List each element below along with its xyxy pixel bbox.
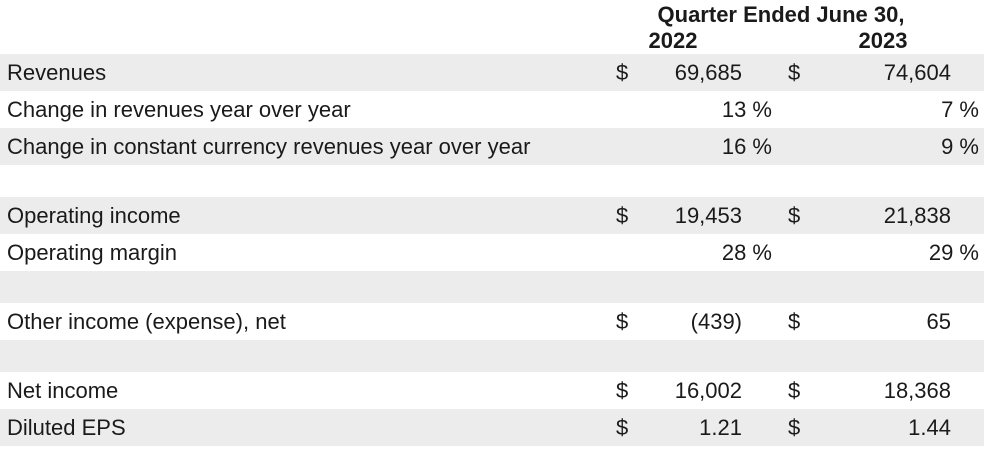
table-row-revenues: Revenues $ 69,685 $ 74,604 bbox=[0, 54, 984, 91]
table-row-diluted-eps: Diluted EPS $ 1.21 $ 1.44 bbox=[0, 409, 984, 446]
currency-symbol: $ bbox=[616, 60, 629, 85]
value-2022: 13 % bbox=[721, 97, 772, 122]
currency-symbol: $ bbox=[788, 378, 801, 403]
table-row-operating-margin: Operating margin 28 % 29 % bbox=[0, 234, 984, 271]
period-heading: Quarter Ended June 30, bbox=[657, 2, 905, 27]
row-label: Diluted EPS bbox=[7, 415, 126, 440]
table-header: Quarter Ended June 30, 2022 2023 bbox=[0, 0, 984, 54]
year-2022-heading: 2022 bbox=[648, 28, 698, 53]
row-label: Operating income bbox=[7, 203, 181, 228]
value-2023: 21,838 bbox=[883, 203, 951, 228]
table-row-net-income: Net income $ 16,002 $ 18,368 bbox=[0, 372, 984, 409]
currency-symbol: $ bbox=[788, 415, 801, 440]
table-row-constant-currency-change: Change in constant currency revenues yea… bbox=[0, 128, 984, 165]
value-2023: 9 % bbox=[941, 134, 979, 159]
currency-symbol: $ bbox=[788, 60, 801, 85]
year-2023-heading: 2023 bbox=[858, 28, 908, 53]
value-2023: 29 % bbox=[928, 240, 979, 265]
row-label: Net income bbox=[7, 378, 119, 403]
table-row-operating-income: Operating income $ 19,453 $ 21,838 bbox=[0, 197, 984, 234]
row-label: Change in revenues year over year bbox=[7, 97, 351, 122]
value-2023: 7 % bbox=[941, 97, 979, 122]
value-2023: 74,604 bbox=[883, 60, 951, 85]
value-2023: 65 bbox=[926, 309, 951, 334]
row-label: Change in constant currency revenues yea… bbox=[7, 134, 531, 159]
value-2023: 18,368 bbox=[883, 378, 951, 403]
row-label: Other income (expense), net bbox=[7, 309, 286, 334]
currency-symbol: $ bbox=[788, 309, 801, 334]
currency-symbol: $ bbox=[788, 203, 801, 228]
table-row-other-income: Other income (expense), net $ (439) $ 65 bbox=[0, 303, 984, 340]
row-label: Revenues bbox=[7, 60, 107, 85]
financial-summary-table: Revenues $ 69,685 $ 74,604 Change in rev… bbox=[0, 54, 984, 446]
table-spacer-row bbox=[0, 165, 984, 197]
value-2022: 19,453 bbox=[674, 203, 742, 228]
currency-symbol: $ bbox=[616, 203, 629, 228]
currency-symbol: $ bbox=[616, 378, 629, 403]
currency-symbol: $ bbox=[616, 309, 629, 334]
value-2022: 1.21 bbox=[699, 415, 742, 440]
value-2022: (439) bbox=[690, 309, 742, 334]
table-row-change-in-revenues: Change in revenues year over year 13 % 7… bbox=[0, 91, 984, 128]
table-spacer-row bbox=[0, 271, 984, 303]
currency-symbol: $ bbox=[616, 415, 629, 440]
value-2022: 28 % bbox=[721, 240, 772, 265]
value-2022: 16 % bbox=[721, 134, 772, 159]
row-label: Operating margin bbox=[7, 240, 177, 265]
value-2022: 16,002 bbox=[674, 378, 742, 403]
table-spacer-row bbox=[0, 340, 984, 372]
value-2023: 1.44 bbox=[908, 415, 951, 440]
value-2022: 69,685 bbox=[674, 60, 742, 85]
